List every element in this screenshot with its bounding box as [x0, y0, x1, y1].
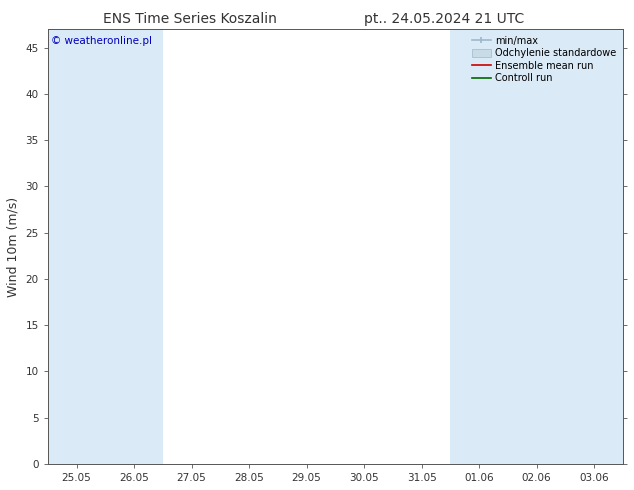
Text: pt.. 24.05.2024 21 UTC: pt.. 24.05.2024 21 UTC — [364, 12, 524, 26]
Bar — [105, 29, 163, 464]
Bar — [566, 29, 623, 464]
Legend: min/max, Odchylenie standardowe, Ensemble mean run, Controll run: min/max, Odchylenie standardowe, Ensembl… — [470, 34, 618, 85]
Bar — [450, 29, 508, 464]
Text: ENS Time Series Koszalin: ENS Time Series Koszalin — [103, 12, 277, 26]
Y-axis label: Wind 10m (m/s): Wind 10m (m/s) — [7, 196, 20, 296]
Text: © weatheronline.pl: © weatheronline.pl — [51, 35, 152, 46]
Bar — [48, 29, 105, 464]
Bar — [508, 29, 566, 464]
